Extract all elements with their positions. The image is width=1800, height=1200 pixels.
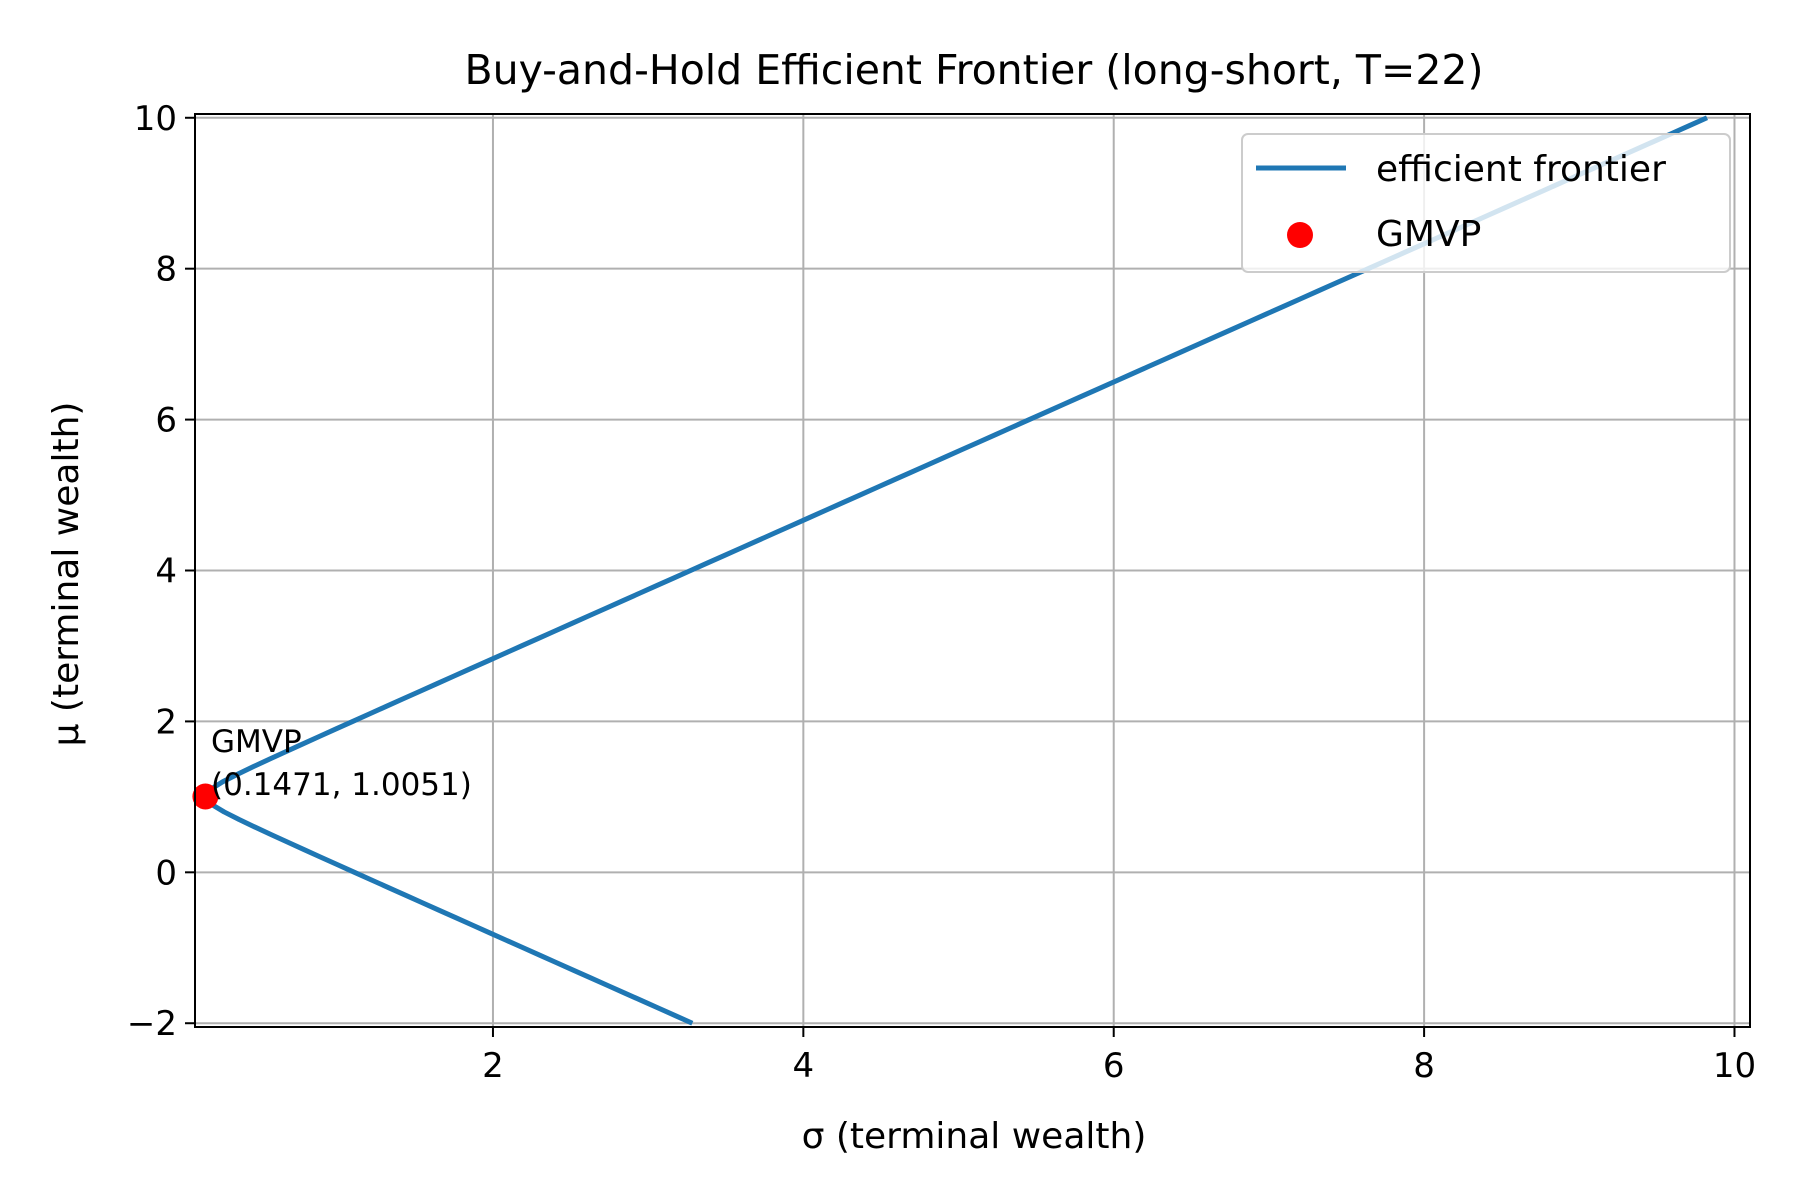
ticks: 2 4 6 8 10 −2 0 2 4 6 8 10 [127, 99, 1756, 1086]
legend-label-frontier: efficient frontier [1376, 149, 1666, 190]
annotation-label: GMVP [211, 724, 302, 760]
x-tick-label: 10 [1713, 1046, 1756, 1086]
plot-frame [194, 113, 1751, 1028]
y-axis-label: μ (terminal wealth) [46, 402, 87, 747]
legend-point-swatch [1287, 222, 1313, 248]
y-tick-label: 6 [155, 401, 177, 441]
y-tick-label: 10 [134, 99, 177, 139]
legend: efficient frontier GMVP [1241, 133, 1731, 273]
gmvp-annotation: GMVP (0.1471, 1.0051) [211, 724, 472, 803]
y-tick-label: 8 [155, 250, 177, 290]
x-axis-label: σ (terminal wealth) [802, 1116, 1147, 1157]
annotation-coordinates: (0.1471, 1.0051) [211, 767, 472, 803]
chart-title: Buy-and-Hold Efficient Frontier (long-sh… [464, 46, 1483, 94]
gmvp-point [192, 783, 219, 810]
legend-label-gmvp: GMVP [1376, 214, 1481, 255]
x-tick-label: 4 [793, 1046, 815, 1086]
legend-box [1241, 133, 1731, 273]
y-tick-label: 2 [155, 702, 177, 742]
y-tick-label: 4 [155, 552, 177, 592]
x-tick-label: 2 [482, 1046, 504, 1086]
x-tick-label: 8 [1413, 1046, 1435, 1086]
x-tick-label: 6 [1103, 1046, 1125, 1086]
y-tick-label: 0 [155, 853, 177, 893]
y-tick-label: −2 [127, 1004, 177, 1044]
